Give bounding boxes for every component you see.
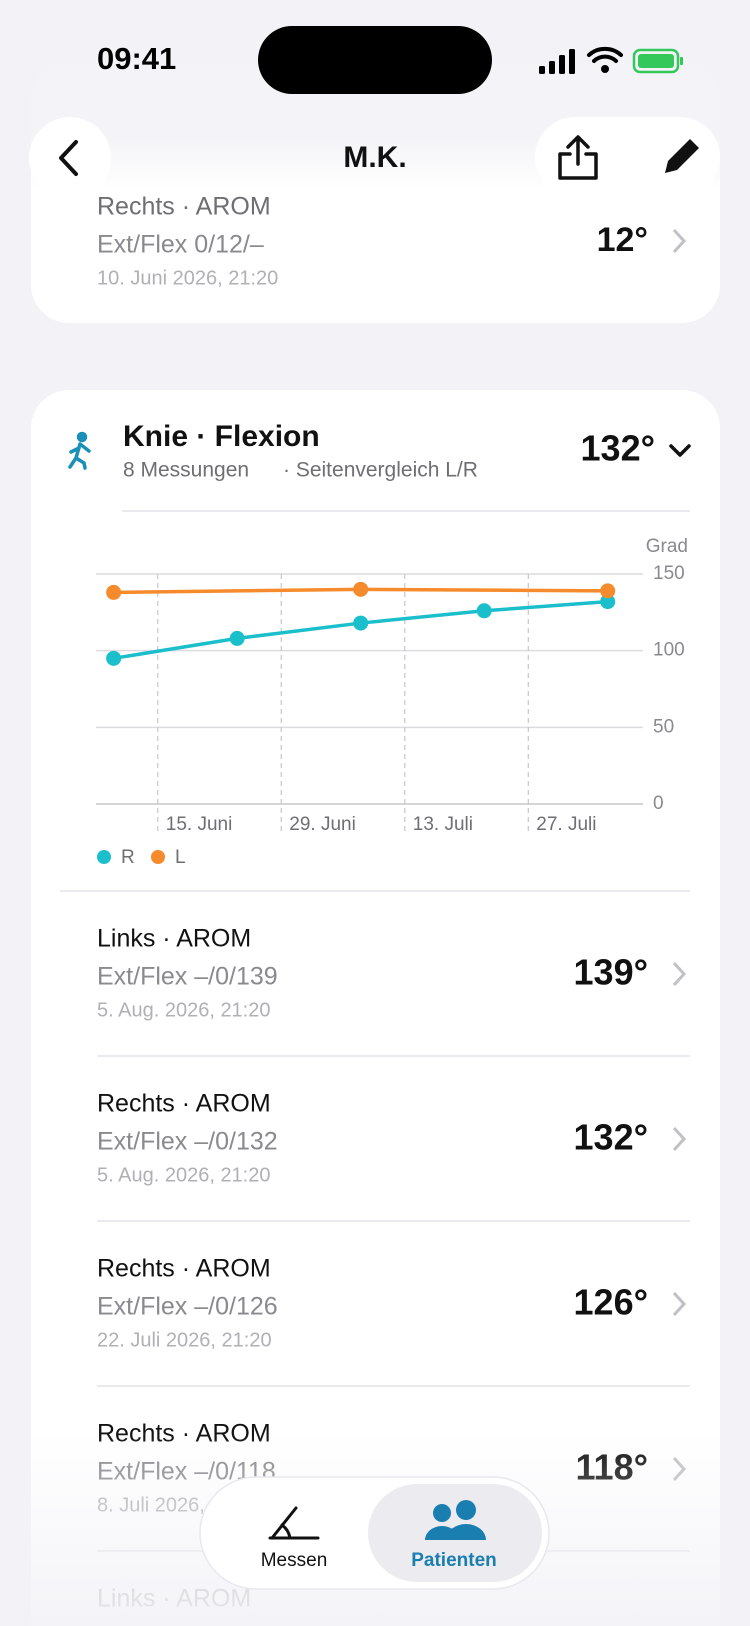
row-label: Rechts · AROM — [97, 1090, 271, 1118]
measurement-row[interactable]: Rechts · AROM Ext/Flex –/0/132 5. Aug. 202… — [97, 1090, 687, 1187]
data-point — [106, 584, 122, 600]
row-detail: Ext/Flex –/0/126 — [97, 1293, 278, 1321]
dynamic-island — [258, 26, 492, 94]
legend-label: R — [121, 847, 135, 868]
data-point — [353, 581, 369, 597]
data-point — [353, 615, 369, 631]
tab-patienten[interactable]: Patienten — [411, 1500, 497, 1571]
edit-button[interactable] — [665, 139, 699, 173]
share-button[interactable] — [558, 135, 598, 180]
y-tick-label: 100 — [653, 640, 685, 661]
joint-card — [31, 390, 720, 1626]
data-point — [229, 630, 245, 646]
y-tick-label: 50 — [653, 716, 674, 737]
chevron — [672, 961, 687, 987]
data-point — [476, 603, 492, 619]
top-value: 12° — [597, 221, 648, 259]
tab-messen[interactable]: Messen — [261, 1506, 328, 1571]
joint-value[interactable]: 132° — [581, 428, 655, 469]
back-button[interactable] — [29, 117, 111, 199]
legend-swatch — [97, 850, 111, 864]
row-date: 22. Juli 2026, 21:20 — [97, 1329, 272, 1351]
legend-label: L — [175, 847, 186, 868]
row-value: 132° — [574, 1117, 648, 1158]
legend-swatch — [151, 850, 165, 864]
x-tick-label: 13. Juli — [413, 814, 473, 835]
top-detail: Ext/Flex 0/12/– — [97, 231, 264, 259]
joint-icon — [68, 431, 91, 470]
measurement-row[interactable]: Rechts · AROM Ext/Flex –/0/126 22. Juli 20… — [97, 1255, 687, 1352]
y-tick-label: 0 — [653, 793, 664, 814]
tab-label: Messen — [261, 1550, 328, 1571]
joint-compare: · Seitenvergleich L/R — [283, 459, 478, 482]
joint-title: Knie · Flexion — [123, 420, 320, 453]
tab-label: Patienten — [411, 1550, 497, 1571]
data-point — [600, 583, 616, 599]
joint-count: 8 Messungen — [123, 459, 249, 482]
row-label: Links · AROM — [97, 925, 251, 953]
top-card-content[interactable]: Rechts · AROM Ext/Flex 0/12/– 10. Juni 2… — [97, 193, 687, 290]
row-date: 5. Aug. 2026, 21:20 — [97, 999, 271, 1021]
row-value: 139° — [574, 952, 648, 993]
row-detail: Ext/Flex –/0/139 — [97, 963, 278, 991]
row-label: Rechts · AROM — [97, 1255, 271, 1283]
nav-actions — [535, 117, 720, 197]
chevron — [672, 228, 687, 254]
top-date: 10. Juni 2026, 21:20 — [97, 267, 278, 289]
chevron — [672, 1126, 687, 1152]
top-label: Rechts · AROM — [97, 193, 271, 221]
status-time: 09:41 — [97, 41, 176, 76]
data-point — [106, 650, 122, 666]
row-value: 126° — [574, 1282, 648, 1323]
row-detail: Ext/Flex –/0/132 — [97, 1128, 278, 1156]
expand-chevron[interactable] — [669, 444, 691, 457]
chevron — [672, 1291, 687, 1317]
row-date: 5. Aug. 2026, 21:20 — [97, 1164, 271, 1186]
y-tick-label: 150 — [653, 563, 685, 584]
chart: Grad 0 50 100 150 15. Juni 29. Juni 13. Juli 27.… — [96, 536, 688, 868]
x-tick-label: 15. Juni — [166, 814, 233, 835]
x-tick-label: 27. Juli — [536, 814, 596, 835]
status-icons — [539, 46, 683, 74]
tab-bar — [199, 1476, 550, 1590]
nav-title: M.K. — [343, 141, 406, 174]
measurement-row[interactable]: Links · AROM Ext/Flex –/0/139 5. Aug. 2026… — [97, 925, 687, 1022]
data-point — [600, 594, 616, 610]
x-tick-label: 29. Juni — [289, 814, 356, 835]
y-axis-label: Grad — [646, 536, 688, 557]
